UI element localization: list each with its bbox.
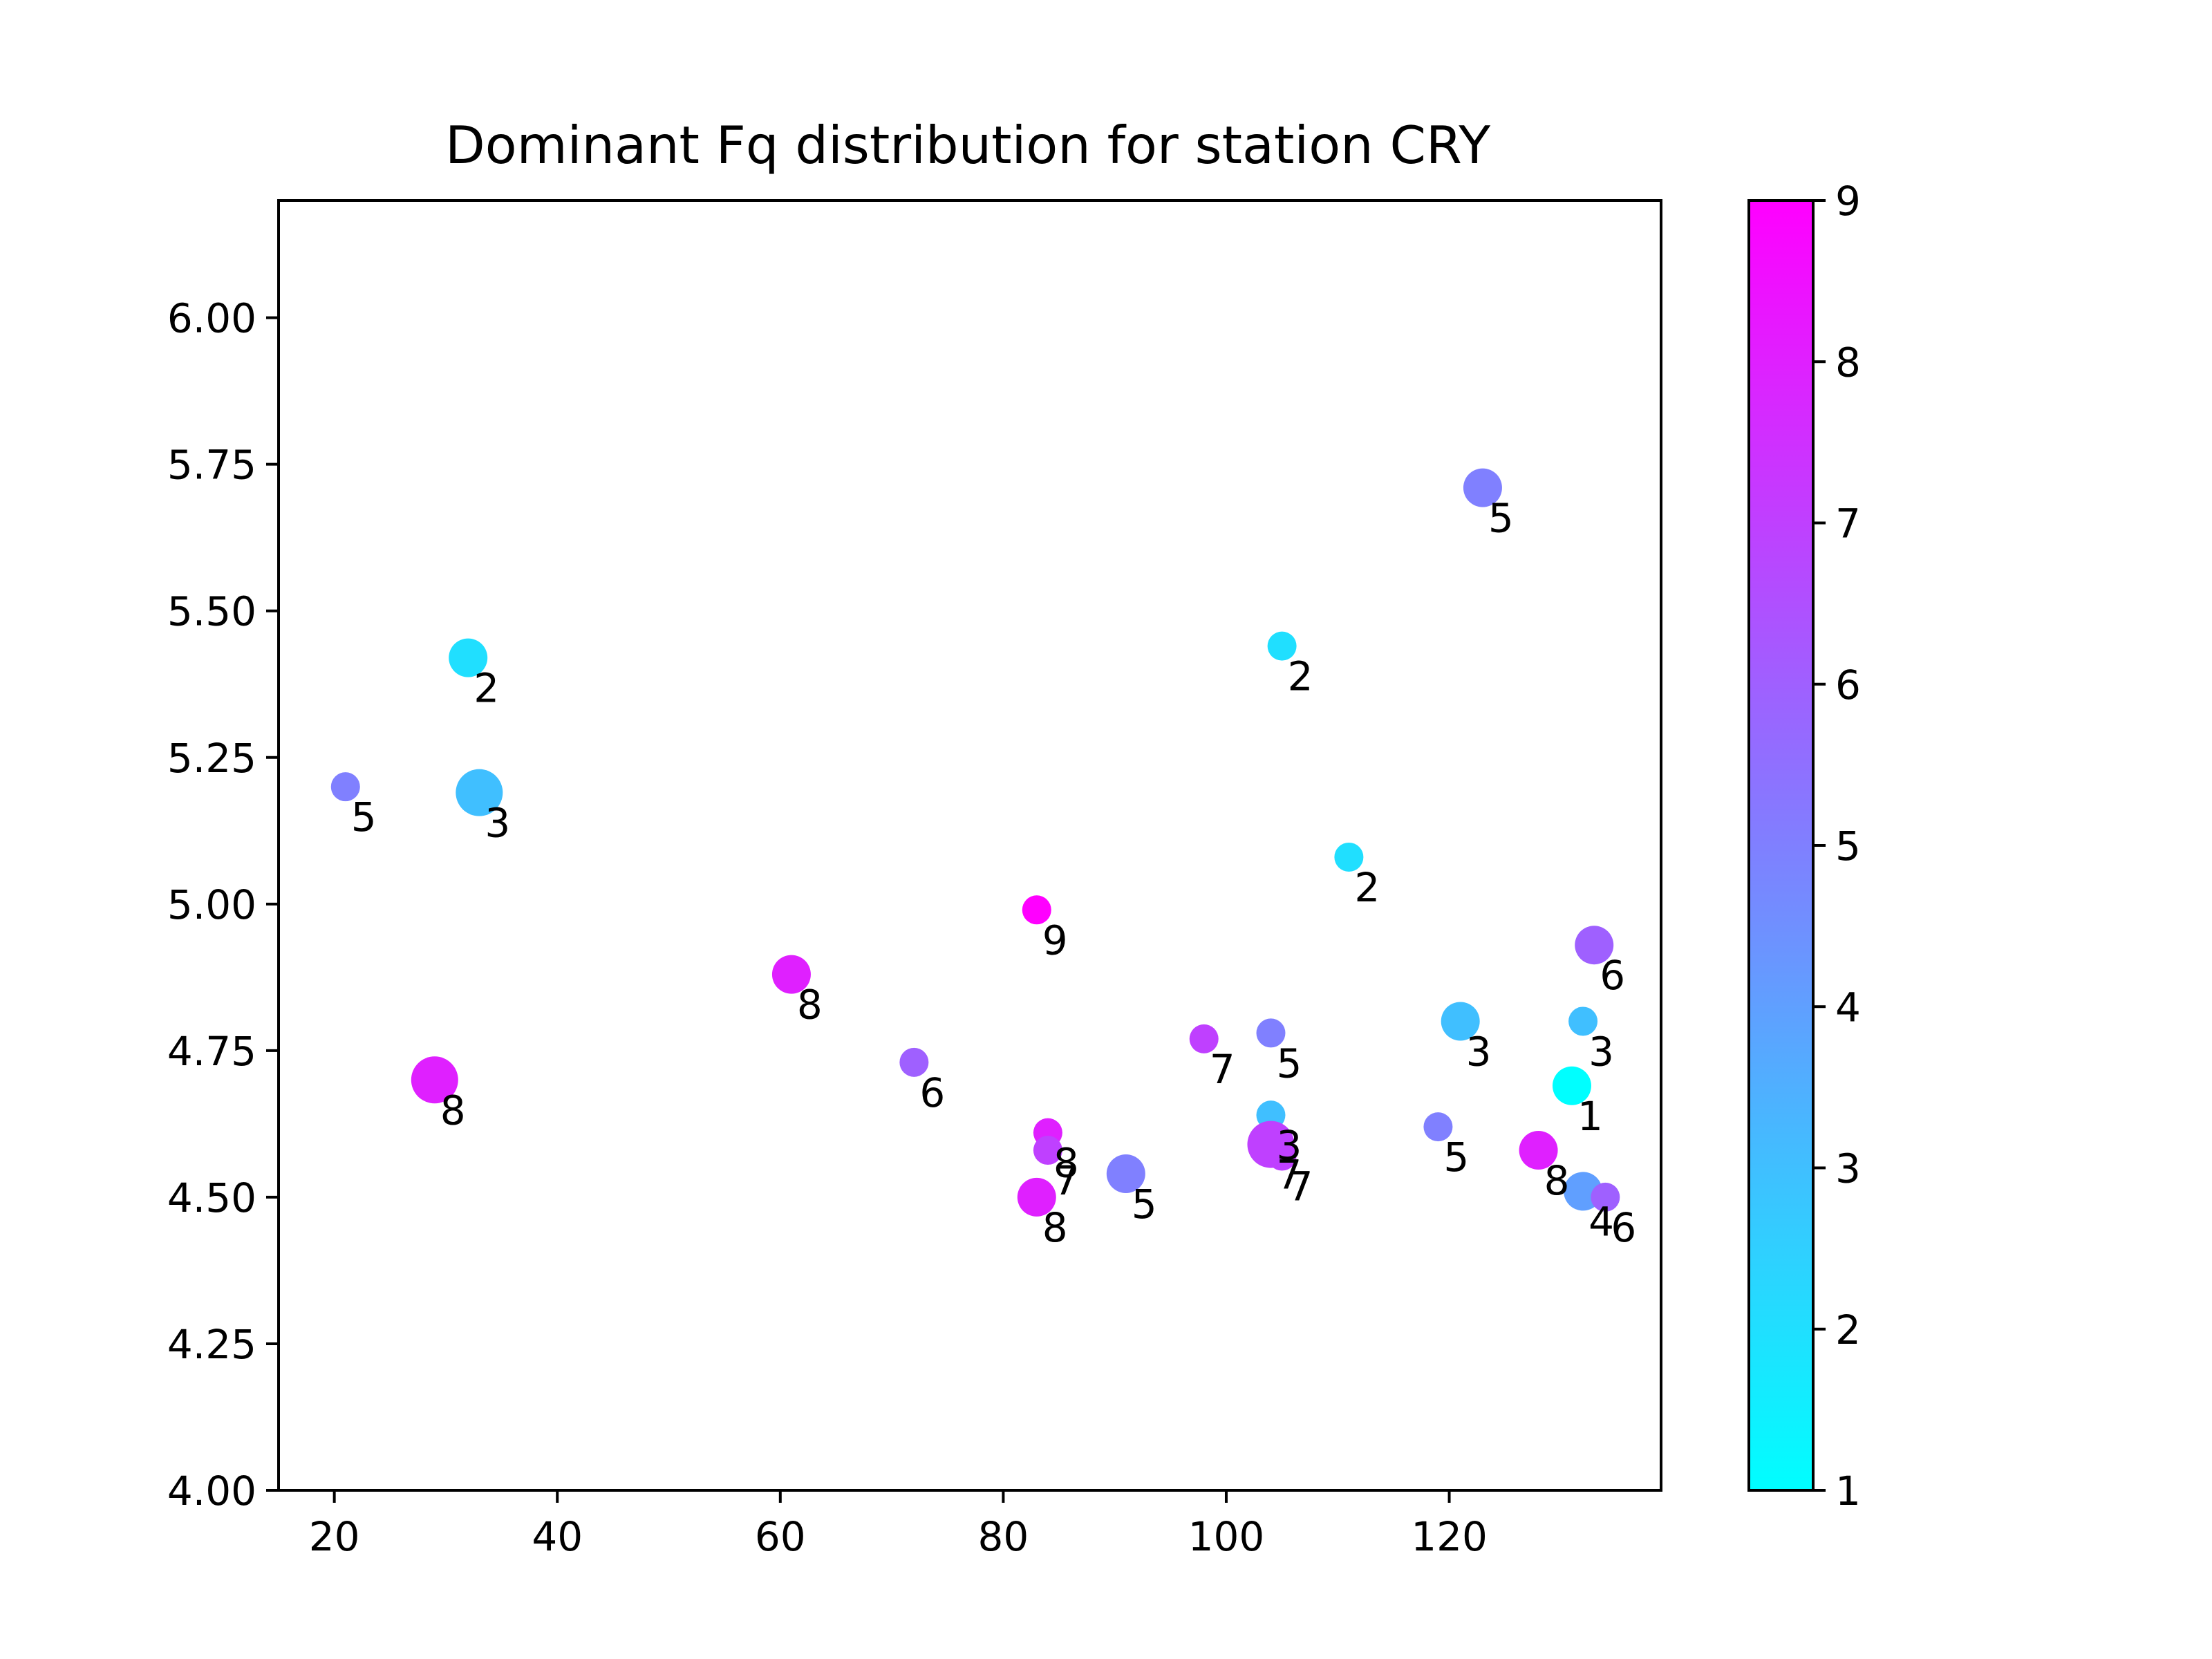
- scatter-point: [1568, 1006, 1598, 1036]
- scatter-point: [411, 1056, 458, 1104]
- scatter-point: [1423, 1112, 1453, 1142]
- colorbar-tick-label: 7: [1835, 500, 1861, 547]
- scatter-point: [899, 1047, 929, 1077]
- chart-title: Dominant Fq distribution for station CRY: [445, 115, 1490, 176]
- point-label: 6: [1600, 952, 1625, 999]
- colorbar-tick-label: 8: [1835, 339, 1861, 386]
- point-label: 1: [1577, 1093, 1603, 1140]
- scatter-point: [1256, 1018, 1286, 1048]
- point-label: 2: [1288, 653, 1313, 700]
- point-label: 6: [919, 1069, 945, 1116]
- scatter-point: [1106, 1154, 1145, 1193]
- plot-area: [279, 200, 1661, 1490]
- y-tick-label: 4.75: [167, 1028, 256, 1075]
- colorbar-axis: 1 2 3 4 5 6 7 8 9: [1813, 178, 1861, 1515]
- point-label: 8: [1053, 1140, 1079, 1187]
- point-label: 3: [485, 800, 510, 847]
- scatter-point: [1441, 1002, 1480, 1041]
- colorbar-tick-label: 2: [1835, 1306, 1861, 1353]
- y-tick-label: 5.00: [167, 881, 256, 928]
- point-label: 4: [1588, 1198, 1614, 1245]
- y-tick-label: 4.25: [167, 1321, 256, 1368]
- point-label: 8: [440, 1087, 466, 1134]
- point-label: 8: [1042, 1204, 1068, 1251]
- scatter-point: [1022, 895, 1051, 925]
- scatter-point: [1463, 468, 1502, 507]
- x-tick-label: 60: [755, 1513, 806, 1560]
- scatter-point: [330, 772, 360, 802]
- point-label: 5: [351, 794, 377, 841]
- point-label: 7: [1276, 1152, 1302, 1199]
- point-label: 7: [1210, 1046, 1235, 1093]
- point-label: 7: [1288, 1163, 1313, 1210]
- colorbar-tick-label: 1: [1835, 1468, 1861, 1515]
- point-label: 8: [1544, 1157, 1570, 1204]
- colorbar-tick-label: 4: [1835, 984, 1861, 1031]
- scatter-point: [449, 638, 488, 677]
- point-label: 5: [1276, 1040, 1302, 1087]
- point-label: 3: [1276, 1122, 1302, 1169]
- colorbar: [1747, 199, 1815, 1492]
- colorbar-tick-label: 5: [1835, 823, 1861, 870]
- scatter-points: [330, 468, 1620, 1217]
- y-tick-label: 4.50: [167, 1174, 256, 1221]
- y-tick-label: 4.00: [167, 1468, 256, 1515]
- y-tick-label: 5.75: [167, 442, 256, 489]
- scatter-point: [1267, 631, 1297, 661]
- scatter-point: [1575, 926, 1614, 965]
- point-label: 3: [1588, 1028, 1614, 1075]
- point-label: 2: [1354, 864, 1380, 911]
- scatter-point: [1189, 1024, 1219, 1053]
- point-label: 7: [1053, 1157, 1079, 1204]
- x-tick-label: 100: [1188, 1513, 1265, 1560]
- x-tick-label: 20: [309, 1513, 360, 1560]
- point-label: 2: [474, 665, 499, 712]
- scatter-point: [771, 955, 811, 994]
- point-label: 6: [1611, 1204, 1636, 1251]
- x-tick-label: 40: [532, 1513, 583, 1560]
- y-axis: 4.00 4.25 4.50 4.75 5.00 5.25 5.50 5.75 6.00: [167, 295, 279, 1515]
- x-tick-label: 120: [1411, 1513, 1488, 1560]
- point-label: 5: [1443, 1134, 1469, 1181]
- scatter-point: [456, 769, 503, 816]
- colorbar-tick-label: 6: [1835, 662, 1861, 709]
- x-tick-label: 80: [977, 1513, 1029, 1560]
- y-tick-label: 5.50: [167, 588, 256, 635]
- scatter-point: [1334, 842, 1364, 872]
- point-label: 3: [1466, 1028, 1492, 1075]
- y-tick-label: 5.25: [167, 735, 256, 782]
- scatter-point: [1519, 1131, 1558, 1170]
- colorbar-tick-label: 9: [1835, 178, 1861, 225]
- point-label: 8: [797, 982, 823, 1029]
- scatter-point: [1591, 1182, 1620, 1212]
- scatter-point: [1033, 1136, 1062, 1165]
- point-label: 5: [1488, 495, 1514, 542]
- y-tick-label: 6.00: [167, 295, 256, 342]
- plot-frame: [277, 199, 1662, 1492]
- point-label: 5: [1132, 1181, 1157, 1228]
- x-axis: 20 40 60 80 100 120: [309, 1490, 1488, 1560]
- scatter-point: [1267, 1141, 1297, 1171]
- point-label: 9: [1042, 917, 1068, 964]
- colorbar-tick-label: 3: [1835, 1145, 1861, 1192]
- scatter-point: [1552, 1066, 1591, 1105]
- scatter-point: [1017, 1177, 1056, 1217]
